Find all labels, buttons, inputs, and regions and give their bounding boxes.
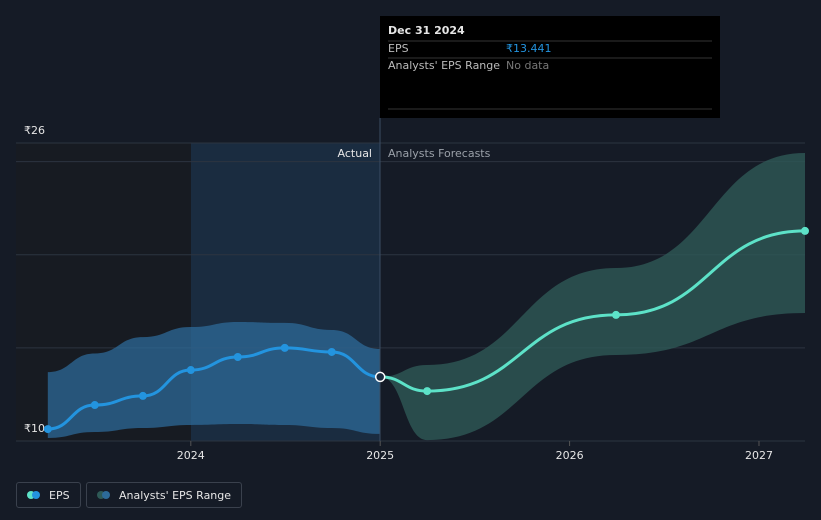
legend-range[interactable]: Analysts' EPS Range <box>86 482 243 508</box>
legend-label: EPS <box>49 488 70 502</box>
point <box>327 347 336 356</box>
tooltip-eps-label: EPS <box>388 42 409 55</box>
tooltip-date: Dec 31 2024 <box>388 24 465 37</box>
tooltip: Dec 31 2024 EPS ₹13.441 Analysts' EPS Ra… <box>380 16 720 118</box>
point <box>233 353 242 362</box>
line <box>380 229 806 393</box>
y-tick-label: ₹10 <box>24 422 45 435</box>
x-tick-label: 2027 <box>745 449 773 462</box>
range-band <box>380 153 805 441</box>
x-tick-label: 2026 <box>556 449 584 462</box>
x-tick-label: 2024 <box>177 449 205 462</box>
point <box>280 343 289 352</box>
legend-eps[interactable]: EPS <box>16 482 81 508</box>
point <box>801 226 809 235</box>
y-tick-label: ₹26 <box>24 124 45 137</box>
forecast-label: Analysts Forecasts <box>388 147 491 160</box>
point <box>423 387 432 396</box>
point <box>186 366 195 375</box>
tooltip-eps-value: ₹13.441 <box>506 42 552 55</box>
chart: ₹10 ₹26 2024 2025 2026 2027 Actual Analysts F… <box>16 16 809 462</box>
point <box>611 310 620 319</box>
legend-label: Analysts' EPS Range <box>119 488 232 502</box>
tooltip-box <box>380 16 720 118</box>
point <box>90 401 99 410</box>
point <box>43 425 52 434</box>
tooltip-range-label: Analysts' EPS Range <box>388 59 500 72</box>
point <box>374 371 386 383</box>
actual-label: Actual <box>338 147 372 160</box>
x-tick-label: 2025 <box>366 449 394 462</box>
point <box>138 391 147 400</box>
range-band <box>47 321 381 439</box>
tooltip-range-value: No data <box>506 59 549 72</box>
